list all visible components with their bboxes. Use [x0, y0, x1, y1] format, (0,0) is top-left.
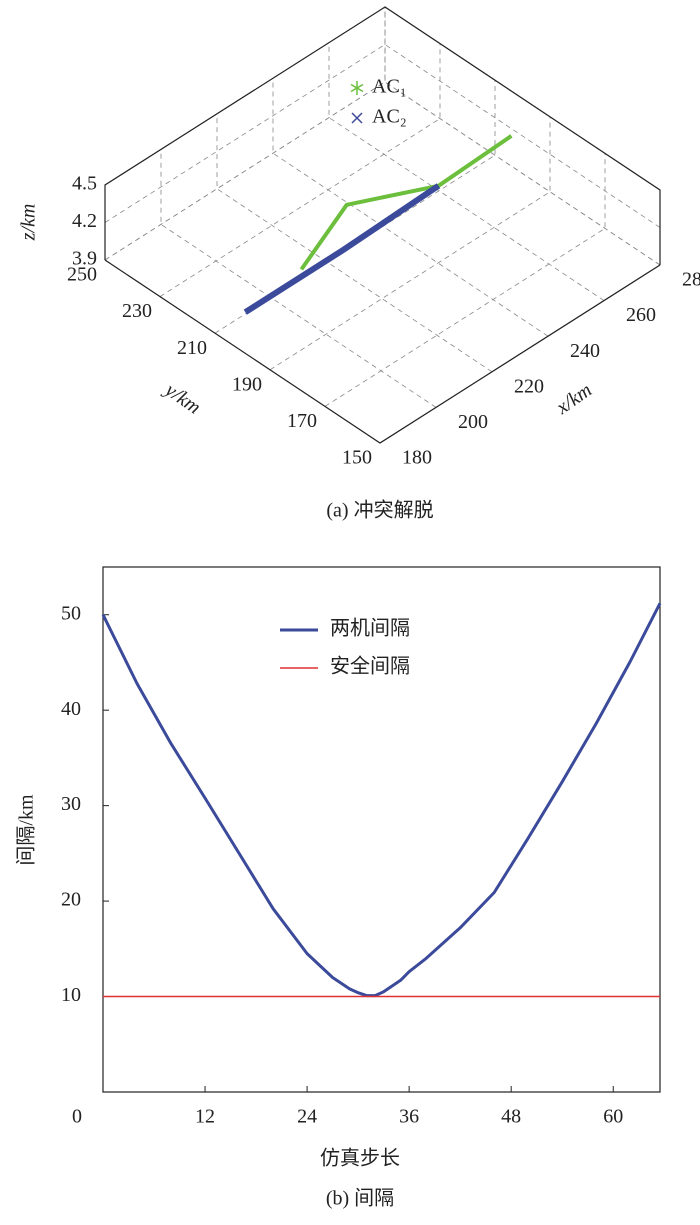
x-tick-label: 12: [195, 1106, 215, 1128]
series-line: [243, 183, 441, 315]
x-tick-label: 36: [399, 1106, 419, 1128]
y-tick-label: 190: [232, 373, 262, 395]
grid-line: [160, 149, 437, 408]
x-tick-label: 220: [514, 375, 544, 397]
y-tick-label: 210: [177, 337, 207, 359]
x-tick-label: 260: [626, 304, 656, 326]
z-tick-label: 4.5: [72, 173, 97, 195]
grid-line: [216, 113, 493, 373]
y-tick-label: 20: [61, 889, 81, 911]
y-axis-label: y/km: [159, 378, 204, 419]
caption: (a) 冲突解脱: [326, 499, 433, 522]
x-tick-label: 48: [501, 1106, 521, 1128]
grid-line: [328, 42, 605, 301]
legend-label: 两机间隔: [330, 617, 410, 640]
x-tick-label: 60: [603, 1106, 623, 1128]
grid-line: [272, 78, 549, 337]
y-tick-label: 250: [67, 264, 97, 286]
x-tick-label: 200: [458, 411, 488, 433]
x-tick-label: 240: [570, 340, 600, 362]
grid-line: [104, 44, 661, 228]
y-tick-label: 230: [122, 300, 152, 322]
z-tick-label: 4.2: [72, 210, 97, 232]
y-axis-label: 间隔/km: [15, 794, 38, 866]
grid-line: [214, 80, 496, 334]
x-tick-label: 180: [402, 447, 432, 469]
legend-marker: [350, 83, 364, 93]
series-line: [299, 134, 513, 271]
z-axis-label: z/km: [18, 204, 40, 242]
legend-label: AC₁: [372, 76, 407, 98]
x-axis-label: 仿真步长: [320, 1147, 400, 1170]
grid-line: [324, 153, 606, 407]
grid-line: [104, 6, 661, 191]
y-tick-label: 40: [61, 698, 81, 720]
grid-line: [159, 43, 441, 297]
legend-label: 安全间隔: [330, 655, 410, 678]
x-axis-label: x/km: [552, 379, 596, 419]
x-tick-label: 24: [297, 1106, 317, 1128]
plot-frame: [102, 566, 661, 1093]
y-tick-label: 50: [61, 602, 81, 624]
x-tick-label: 0: [72, 1106, 82, 1128]
x-tick-label: 280: [682, 269, 700, 291]
grid-line: [104, 81, 661, 266]
legend-marker: [351, 112, 363, 124]
axis-frame: [104, 6, 661, 265]
y-tick-label: 10: [61, 984, 81, 1006]
caption: (b) 间隔: [326, 1187, 394, 1210]
grid-line: [269, 116, 551, 371]
y-tick-label: 150: [342, 447, 372, 469]
y-tick-label: 30: [61, 793, 81, 815]
axis-frame: [104, 259, 661, 444]
series-line: [101, 602, 662, 998]
z-tick-label: 3.9: [72, 248, 97, 270]
grid-line: [379, 190, 661, 444]
legend-label: AC₂: [372, 106, 407, 128]
y-tick-label: 170: [287, 410, 317, 432]
